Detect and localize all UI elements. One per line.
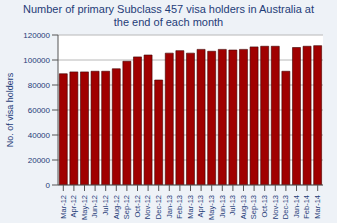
svg-text:Feb-13: Feb-13 xyxy=(175,195,184,219)
svg-text:100000: 100000 xyxy=(23,56,50,65)
svg-text:Dec-12: Dec-12 xyxy=(154,195,163,219)
svg-text:Jun-12: Jun-12 xyxy=(90,195,99,218)
svg-text:Mar-12: Mar-12 xyxy=(59,195,68,219)
svg-text:Aug-13: Aug-13 xyxy=(239,195,248,219)
svg-text:Dec-13: Dec-13 xyxy=(281,195,290,219)
svg-text:0: 0 xyxy=(46,181,51,190)
svg-text:Apr-12: Apr-12 xyxy=(69,195,78,218)
svg-text:Mar-14: Mar-14 xyxy=(313,195,322,219)
svg-text:Aug-12: Aug-12 xyxy=(112,195,121,219)
svg-text:Nov-13: Nov-13 xyxy=(271,195,280,219)
svg-text:80000: 80000 xyxy=(28,81,51,90)
svg-text:May-13: May-13 xyxy=(207,195,216,220)
svg-text:No. of visa holders: No. of visa holders xyxy=(8,72,15,147)
svg-text:Jun-13: Jun-13 xyxy=(218,195,227,218)
svg-text:Apr-13: Apr-13 xyxy=(196,195,205,218)
svg-text:Nov-12: Nov-12 xyxy=(143,195,152,219)
svg-text:Jan-13: Jan-13 xyxy=(165,195,174,218)
svg-text:Sep-12: Sep-12 xyxy=(122,195,131,219)
svg-text:Jul-12: Jul-12 xyxy=(101,195,110,215)
svg-text:Jul-13: Jul-13 xyxy=(228,195,237,215)
svg-text:120000: 120000 xyxy=(23,31,50,40)
svg-text:20000: 20000 xyxy=(28,156,51,165)
svg-text:Sep-13: Sep-13 xyxy=(249,195,258,219)
svg-text:May-12: May-12 xyxy=(80,195,89,220)
svg-text:Oct-12: Oct-12 xyxy=(133,195,142,218)
svg-text:Jan-14: Jan-14 xyxy=(292,195,301,218)
html-text:Number of primary Subclass 457: Number of primary Subclass 457 visa hold… xyxy=(23,3,314,28)
svg-text:60000: 60000 xyxy=(28,106,51,115)
svg-text:Feb-14: Feb-14 xyxy=(302,195,311,219)
svg-text:Oct-13: Oct-13 xyxy=(260,195,269,218)
svg-text:40000: 40000 xyxy=(28,131,51,140)
svg-text:Mar-13: Mar-13 xyxy=(186,195,195,219)
